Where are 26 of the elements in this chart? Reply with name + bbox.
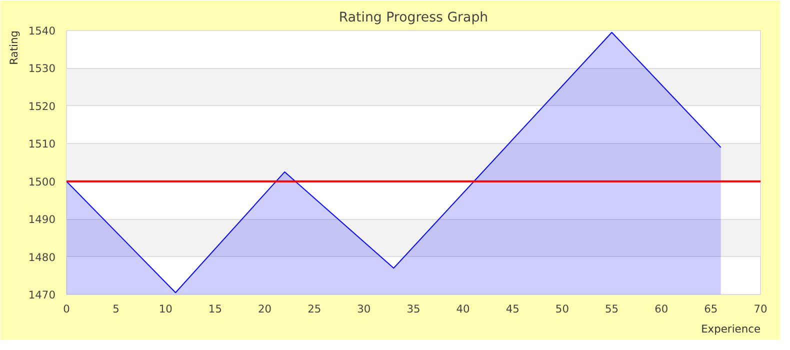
y-tick-label: 1500 xyxy=(28,175,56,188)
y-tick-label: 1510 xyxy=(28,138,56,151)
x-tick-label: 10 xyxy=(158,302,173,316)
x-tick-label: 0 xyxy=(63,302,70,316)
x-tick-label: 55 xyxy=(605,302,619,316)
y-tick-label: 1520 xyxy=(28,100,56,113)
x-tick-label: 50 xyxy=(555,302,570,316)
x-tick-label: 25 xyxy=(308,302,322,316)
x-tick-label: 70 xyxy=(754,302,768,316)
x-tick-label: 65 xyxy=(704,302,718,316)
y-tick-label: 1470 xyxy=(28,288,56,302)
y-tick-label: 1480 xyxy=(28,250,56,264)
y-tick-label: 1530 xyxy=(28,62,56,76)
x-tick-label: 30 xyxy=(357,302,371,316)
x-tick-label: 40 xyxy=(456,302,470,316)
x-tick-label: 15 xyxy=(208,302,222,316)
y-tick-label: 1540 xyxy=(28,24,56,38)
y-axis-title: Rating xyxy=(8,30,20,65)
x-tick-label: 45 xyxy=(506,302,520,316)
x-tick-label: 20 xyxy=(258,302,272,316)
y-tick-label: 1490 xyxy=(28,213,56,226)
x-tick-label: 35 xyxy=(406,302,420,316)
x-tick-label: 60 xyxy=(654,302,668,316)
x-tick-label: 5 xyxy=(112,302,120,316)
x-axis-title: Experience xyxy=(701,322,761,336)
chart-title: Rating Progress Graph xyxy=(338,10,488,26)
